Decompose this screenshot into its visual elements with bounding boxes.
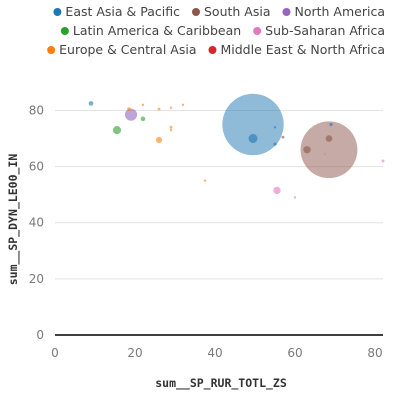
- legend-label-6: Middle East & North Africa: [220, 42, 385, 57]
- data-point-5-8[interactable]: [203, 179, 207, 182]
- legend-swatch-2: [282, 8, 291, 16]
- data-point-5-0[interactable]: [127, 107, 131, 111]
- data-point-5-2[interactable]: [157, 107, 161, 111]
- data-point-5-1[interactable]: [141, 103, 145, 107]
- y-axis-ticks: 0 20 40 60 80: [29, 103, 44, 342]
- data-point-1-3[interactable]: [281, 135, 285, 139]
- y-axis-title: sum__SP_DYN_LE00_IN: [6, 154, 21, 286]
- legend-swatch-0: [53, 8, 62, 16]
- legend-swatch-3: [60, 27, 69, 35]
- x-axis-title: sum__SP_RUR_TOTL_ZS: [155, 376, 287, 391]
- gridlines: [55, 109, 383, 280]
- data-point-0-2[interactable]: [248, 134, 258, 144]
- data-point-1-1[interactable]: [325, 135, 333, 142]
- legend-item-6[interactable]: Middle East & North Africa: [208, 42, 385, 57]
- y-tick-label-3: 60: [29, 160, 44, 174]
- legend-label-0: East Asia & Pacific: [65, 4, 180, 19]
- legend-item-3[interactable]: Latin America & Caribbean: [60, 23, 241, 38]
- x-tick-label-0: 0: [51, 346, 59, 360]
- data-point-4-2[interactable]: [323, 152, 327, 156]
- data-point-0-1[interactable]: [222, 93, 284, 156]
- legend-swatch-6: [208, 46, 217, 54]
- x-tick-label-2: 40: [207, 346, 222, 360]
- legend-item-2[interactable]: North America: [282, 4, 386, 19]
- data-point-2-0[interactable]: [124, 108, 138, 121]
- y-tick-label-4: 80: [29, 103, 44, 117]
- legend-item-4[interactable]: Sub-Saharan Africa: [253, 23, 385, 38]
- x-tick-label-4: 80: [367, 346, 382, 360]
- legend-label-3: Latin America & Caribbean: [73, 23, 241, 38]
- data-point-0-3[interactable]: [273, 142, 277, 146]
- y-tick-label-2: 40: [29, 216, 44, 230]
- legend-item-1[interactable]: South Asia: [192, 4, 271, 19]
- legend-item-5[interactable]: Europe & Central Asia: [47, 42, 196, 57]
- data-point-3-0[interactable]: [112, 126, 122, 135]
- data-point-0-5[interactable]: [329, 122, 333, 127]
- data-point-5-7[interactable]: [169, 128, 173, 132]
- y-tick-label-0: 0: [36, 328, 44, 342]
- data-point-5-3[interactable]: [169, 106, 173, 109]
- legend-label-4: Sub-Saharan Africa: [265, 23, 385, 38]
- data-point-4-0[interactable]: [273, 186, 281, 195]
- legend-swatch-4: [253, 27, 262, 35]
- data-point-1-2[interactable]: [303, 146, 311, 154]
- data-points: [88, 93, 385, 199]
- data-point-1-0[interactable]: [300, 121, 358, 179]
- data-point-3-1[interactable]: [140, 116, 146, 122]
- data-point-5-4[interactable]: [181, 103, 185, 107]
- legend-label-1: South Asia: [204, 4, 271, 19]
- legend-item-0[interactable]: East Asia & Pacific: [53, 4, 180, 19]
- data-point-0-0[interactable]: [88, 101, 94, 106]
- chart-legend: East Asia & Pacific South Asia North Ameri…: [47, 4, 385, 57]
- data-point-4-3[interactable]: [381, 159, 385, 163]
- data-point-5-6[interactable]: [169, 125, 173, 129]
- data-point-5-5[interactable]: [155, 136, 163, 143]
- legend-label-2: North America: [295, 4, 386, 19]
- legend-swatch-5: [47, 46, 56, 54]
- legend-label-5: Europe & Central Asia: [59, 42, 196, 57]
- y-tick-label-1: 20: [29, 272, 44, 286]
- data-point-4-1[interactable]: [293, 196, 297, 199]
- x-axis-ticks: 0 20 40 60 80: [51, 346, 382, 360]
- x-tick-label-1: 20: [127, 346, 142, 360]
- legend-swatch-1: [192, 8, 200, 16]
- x-tick-label-3: 60: [287, 346, 302, 360]
- data-point-0-4[interactable]: [273, 126, 277, 129]
